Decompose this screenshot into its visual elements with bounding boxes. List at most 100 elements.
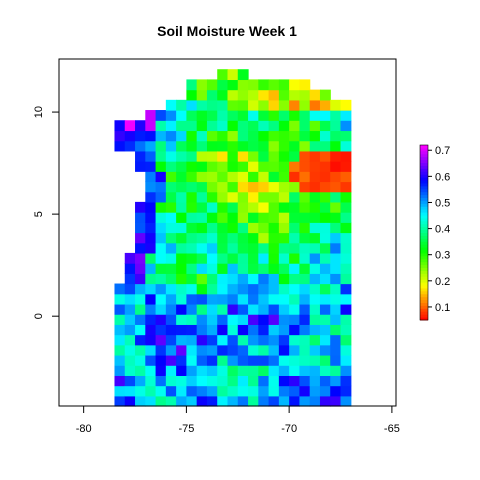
heatmap-cell <box>320 100 331 111</box>
heatmap-cell <box>217 386 228 397</box>
heatmap-cell <box>310 141 321 152</box>
heatmap-cell <box>238 90 249 101</box>
colorbar-segment <box>420 160 428 163</box>
heatmap-cell <box>145 212 156 223</box>
heatmap-cell <box>310 130 321 141</box>
colorbar-tick-label: 0.5 <box>435 197 450 209</box>
heatmap-cell <box>289 79 300 90</box>
heatmap-cell <box>258 120 269 131</box>
heatmap-cell <box>197 181 208 192</box>
heatmap-cell <box>248 212 259 223</box>
heatmap-cell <box>176 202 187 213</box>
heatmap-cell <box>310 151 321 162</box>
colorbar-segment <box>420 148 428 151</box>
heatmap-cell <box>310 161 321 172</box>
heatmap-cell <box>269 263 280 274</box>
heatmap-cell <box>289 335 300 346</box>
heatmap-cell <box>207 335 218 346</box>
heatmap-cell <box>207 120 218 131</box>
heatmap-cell <box>279 304 290 315</box>
heatmap-cell <box>299 171 310 182</box>
heatmap-cell <box>207 212 218 223</box>
heatmap-cell <box>176 335 187 346</box>
heatmap-cell <box>176 243 187 254</box>
heatmap-cell <box>320 192 331 203</box>
heatmap-cell <box>248 365 259 376</box>
heatmap-cell <box>258 192 269 203</box>
heatmap-cell <box>289 386 300 397</box>
colorbar-segment <box>420 177 428 180</box>
y-tick-label: 5 <box>33 211 45 217</box>
heatmap-cell <box>176 345 187 356</box>
heatmap-cell <box>279 345 290 356</box>
heatmap-cell <box>186 253 197 264</box>
heatmap-cell <box>310 90 321 101</box>
heatmap-cell <box>310 396 321 407</box>
heatmap-cell <box>228 386 239 397</box>
heatmap-cell <box>330 396 341 407</box>
heatmap-cell <box>228 181 239 192</box>
heatmap-cell <box>166 233 177 244</box>
heatmap-cell <box>341 396 352 407</box>
heatmap-cell <box>269 294 280 305</box>
heatmap-cell <box>341 212 352 223</box>
heatmap-cell <box>320 120 331 131</box>
heatmap-cell <box>320 90 331 101</box>
heatmap-cell <box>299 263 310 274</box>
heatmap-cell <box>269 181 280 192</box>
heatmap-cell <box>310 365 321 376</box>
heatmap-cell <box>217 120 228 131</box>
heatmap-cell <box>176 151 187 162</box>
heatmap-cell <box>228 100 239 111</box>
colorbar-segment <box>420 171 428 174</box>
heatmap-cell <box>217 79 228 90</box>
heatmap-cell <box>156 253 167 264</box>
heatmap-cell <box>197 314 208 325</box>
heatmap-cell <box>258 396 269 407</box>
heatmap-cell <box>238 304 249 315</box>
heatmap-cell <box>269 355 280 366</box>
heatmap-cell <box>310 273 321 284</box>
heatmap-cell <box>156 110 167 121</box>
heatmap-cell <box>299 355 310 366</box>
heatmap-cell <box>176 253 187 264</box>
heatmap-cell <box>289 284 300 295</box>
heatmap-cell <box>320 335 331 346</box>
heatmap-cell <box>228 151 239 162</box>
heatmap-cell <box>207 181 218 192</box>
colorbar-segment <box>420 198 428 201</box>
heatmap-cell <box>258 161 269 172</box>
heatmap-cell <box>207 141 218 152</box>
heatmap-cell <box>310 324 321 335</box>
heatmap-cell <box>320 253 331 264</box>
heatmap-cell <box>279 79 290 90</box>
heatmap-cell <box>299 375 310 386</box>
heatmap-cell <box>156 345 167 356</box>
heatmap-cell <box>145 314 156 325</box>
heatmap-cell <box>279 314 290 325</box>
heatmap-cell <box>238 314 249 325</box>
heatmap-cell <box>166 304 177 315</box>
heatmap-cell <box>228 90 239 101</box>
heatmap-cell <box>217 141 228 152</box>
heatmap-cell <box>269 324 280 335</box>
heatmap-cell <box>176 294 187 305</box>
heatmap-cell <box>279 294 290 305</box>
colorbar-segment <box>420 300 428 303</box>
heatmap-cell <box>197 120 208 131</box>
heatmap-cell <box>341 335 352 346</box>
heatmap-cell <box>330 120 341 131</box>
heatmap-cell <box>289 375 300 386</box>
heatmap-cell <box>135 345 146 356</box>
colorbar-segment <box>420 238 428 241</box>
heatmap-cell <box>135 202 146 213</box>
heatmap-cell <box>217 233 228 244</box>
heatmap-cell <box>258 181 269 192</box>
heatmap-cell <box>228 263 239 274</box>
heatmap-cell <box>341 202 352 213</box>
heatmap-cell <box>217 324 228 335</box>
heatmap-cell <box>135 233 146 244</box>
heatmap-cell <box>125 284 136 295</box>
colorbar-segment <box>420 195 428 198</box>
heatmap-cell <box>197 202 208 213</box>
